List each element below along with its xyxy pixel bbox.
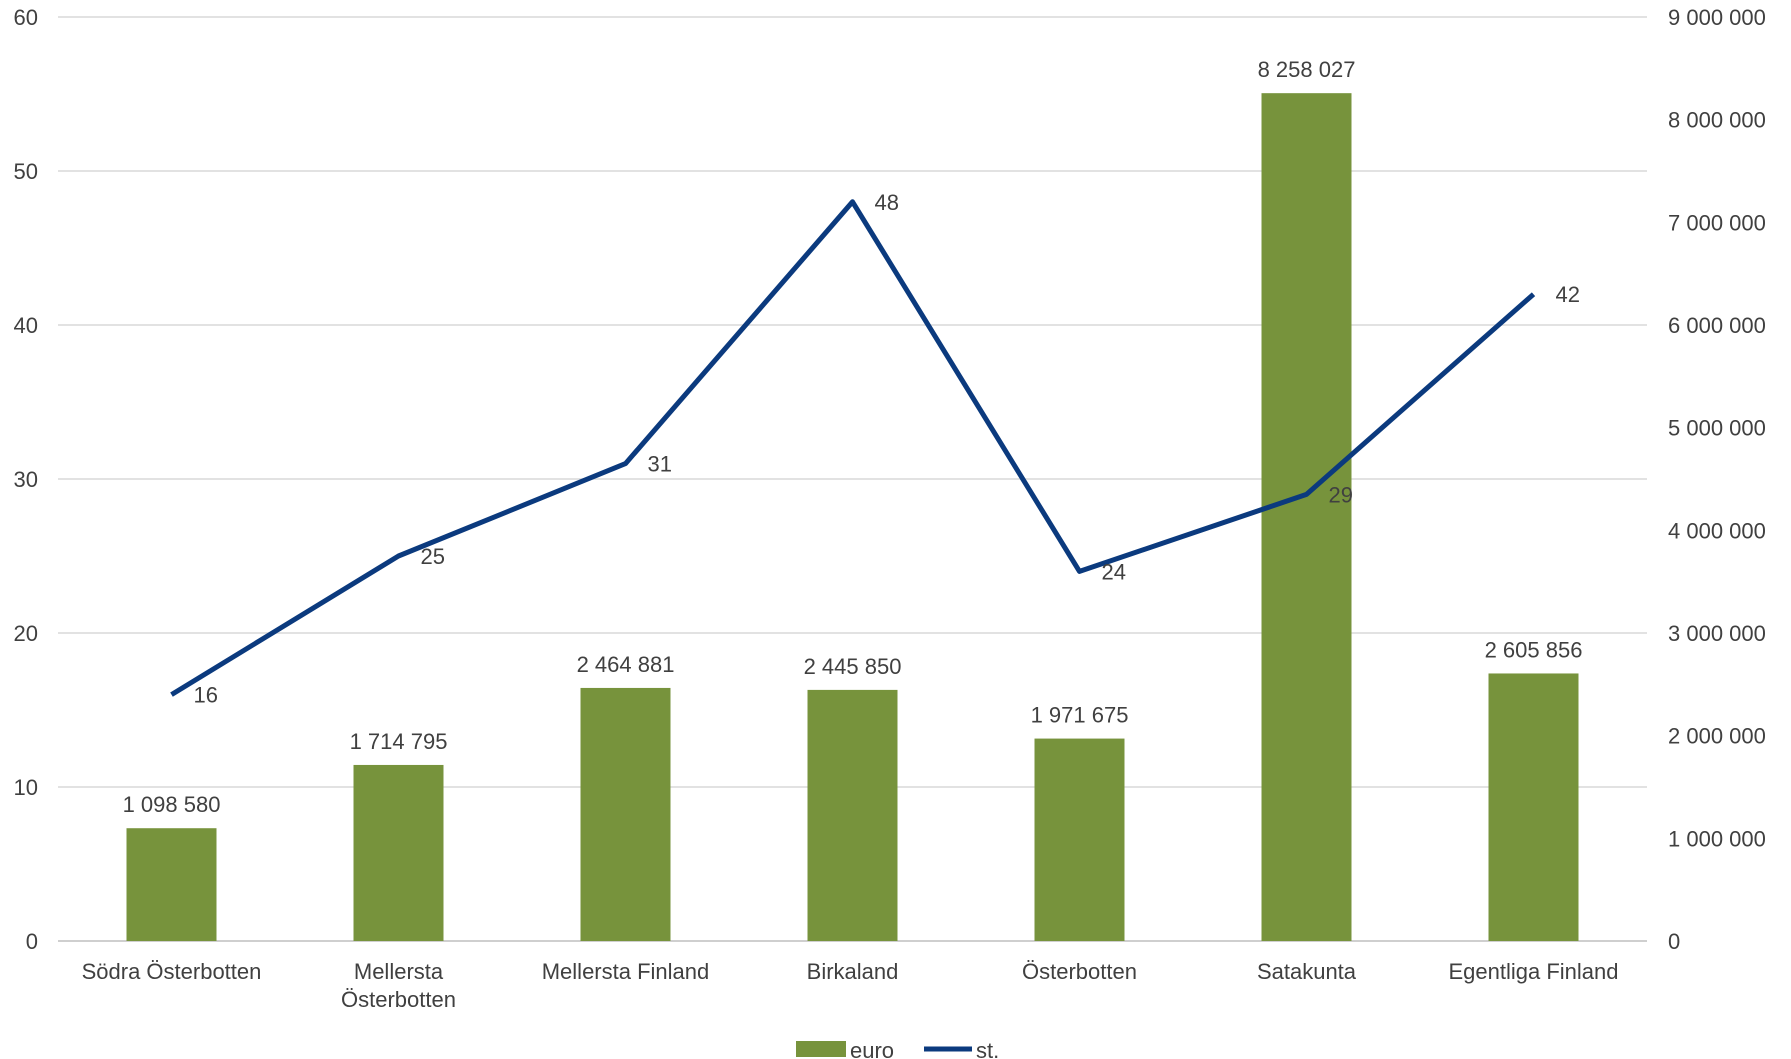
left-axis: 0 10 20 30 40 50 60 [14, 5, 38, 954]
right-axis-tick-label: 2 000 000 [1668, 724, 1766, 749]
bar-data-label: 2 605 856 [1485, 637, 1583, 662]
right-axis-tick-label: 7 000 000 [1668, 210, 1766, 235]
right-axis-tick-label: 6 000 000 [1668, 313, 1766, 338]
category-label: Egentliga Finland [1448, 959, 1618, 984]
right-axis-tick-label: 5 000 000 [1668, 416, 1766, 441]
bar-data-label: 8 258 027 [1258, 57, 1356, 82]
bar [580, 687, 671, 941]
line-data-label: 42 [1556, 282, 1580, 307]
bar [126, 828, 217, 941]
right-axis-tick-label: 1 000 000 [1668, 826, 1766, 851]
bar [1034, 738, 1125, 941]
series-line [170, 199, 1536, 697]
bar-data-label: 1 971 675 [1031, 703, 1129, 728]
right-axis-tick-label: 0 [1668, 929, 1680, 954]
category-axis: Södra Österbotten Mellersta Österbotten Mel… [82, 959, 1619, 1012]
right-axis-tick-label: 8 000 000 [1668, 108, 1766, 133]
category-label: Österbotten [341, 987, 456, 1012]
category-label: Satakunta [1257, 959, 1357, 984]
line-data-label: 31 [648, 452, 672, 477]
category-label: Mellersta Finland [542, 959, 710, 984]
left-axis-tick-label: 10 [14, 775, 38, 800]
bar [807, 689, 898, 941]
bar [353, 764, 444, 941]
bar-data-label: 2 464 881 [577, 652, 675, 677]
line-data-label: 25 [421, 544, 445, 569]
bar-data-label: 1 098 580 [123, 792, 221, 817]
left-axis-tick-label: 20 [14, 621, 38, 646]
category-label: Österbotten [1022, 959, 1137, 984]
category-label: Birkaland [807, 959, 899, 984]
legend-label-st: st. [976, 1038, 999, 1059]
line-series-st [170, 199, 1536, 697]
legend: euro st. [796, 1038, 999, 1059]
legend-label-euro: euro [850, 1038, 894, 1059]
line-data-label: 29 [1329, 482, 1353, 507]
bar-data-label: 1 714 795 [350, 729, 448, 754]
legend-swatch-euro [796, 1041, 846, 1057]
line-data-labels: 16 25 31 48 24 29 42 [194, 190, 1580, 708]
right-axis-tick-label: 9 000 000 [1668, 5, 1766, 30]
left-axis-tick-label: 60 [14, 5, 38, 30]
bar [1261, 93, 1352, 941]
line-data-label: 16 [194, 683, 218, 708]
line-data-label: 48 [875, 190, 899, 215]
bar-data-label: 2 445 850 [804, 654, 902, 679]
right-axis-tick-label: 3 000 000 [1668, 621, 1766, 646]
gridlines [58, 16, 1647, 942]
bar [1488, 673, 1579, 941]
category-label: Södra Österbotten [82, 959, 262, 984]
right-axis-tick-label: 4 000 000 [1668, 518, 1766, 543]
right-axis: 0 1 000 000 2 000 000 3 000 000 4 000 000 5 0… [1668, 5, 1766, 954]
left-axis-tick-label: 0 [26, 929, 38, 954]
left-axis-tick-label: 40 [14, 313, 38, 338]
left-axis-tick-label: 30 [14, 467, 38, 492]
bar-data-labels: 1 098 580 1 714 795 2 464 881 2 445 850 1 97… [123, 57, 1583, 817]
left-axis-tick-label: 50 [14, 159, 38, 184]
category-label: Mellersta [354, 959, 444, 984]
line-data-label: 24 [1102, 559, 1126, 584]
bar-series-euro [126, 93, 1579, 941]
